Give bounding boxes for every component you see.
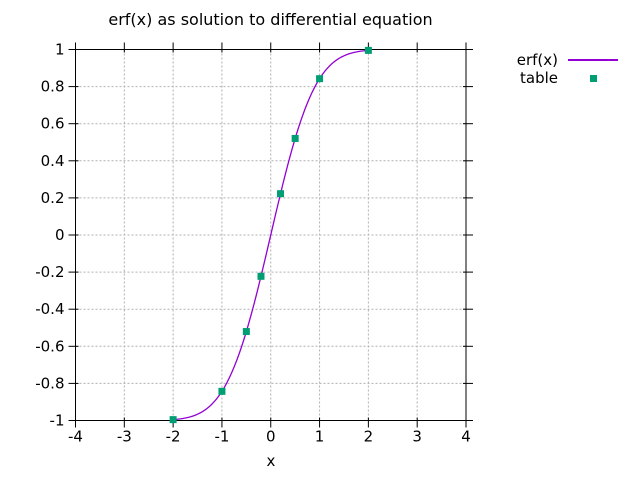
chart-title: erf(x) as solution to differential equat… bbox=[108, 10, 433, 29]
table-point bbox=[169, 416, 177, 424]
y-tick-label: 0.6 bbox=[41, 115, 65, 133]
legend-label-erf: erf(x) bbox=[516, 51, 558, 69]
table-point bbox=[218, 387, 226, 395]
x-tick-label: 1 bbox=[315, 428, 325, 446]
x-tick-label: 4 bbox=[461, 428, 471, 446]
x-tick-label: -2 bbox=[166, 428, 181, 446]
x-tick-label: -4 bbox=[68, 428, 83, 446]
y-tick-label: -0.6 bbox=[35, 337, 64, 355]
table-point bbox=[316, 75, 324, 83]
x-tick-label: -1 bbox=[214, 428, 229, 446]
legend-label-table: table bbox=[520, 69, 558, 87]
y-tick-label: 0.2 bbox=[41, 189, 65, 207]
x-tick-label: 0 bbox=[266, 428, 276, 446]
legend-line-sample-icon bbox=[568, 59, 618, 61]
erf-curve bbox=[173, 49, 369, 421]
table-point bbox=[242, 328, 250, 336]
table-point bbox=[364, 46, 372, 54]
table-point bbox=[257, 272, 265, 280]
y-tick-label: 0 bbox=[55, 226, 65, 244]
y-tick-label: -1 bbox=[50, 412, 65, 430]
table-point bbox=[277, 190, 285, 198]
x-tick-label: 2 bbox=[364, 428, 374, 446]
y-tick-label: 0.8 bbox=[41, 78, 65, 96]
x-tick-label: -3 bbox=[117, 428, 132, 446]
y-tick-label: -0.2 bbox=[35, 263, 64, 281]
table-point bbox=[291, 134, 299, 142]
y-tick-label: 0.4 bbox=[41, 152, 65, 170]
x-tick-label: 3 bbox=[412, 428, 422, 446]
y-tick-label: 1 bbox=[55, 41, 65, 59]
x-axis-label: x bbox=[266, 452, 276, 470]
y-tick-label: -0.8 bbox=[35, 374, 64, 392]
legend-square-sample-icon bbox=[590, 75, 597, 82]
y-tick-label: -0.4 bbox=[35, 300, 64, 318]
